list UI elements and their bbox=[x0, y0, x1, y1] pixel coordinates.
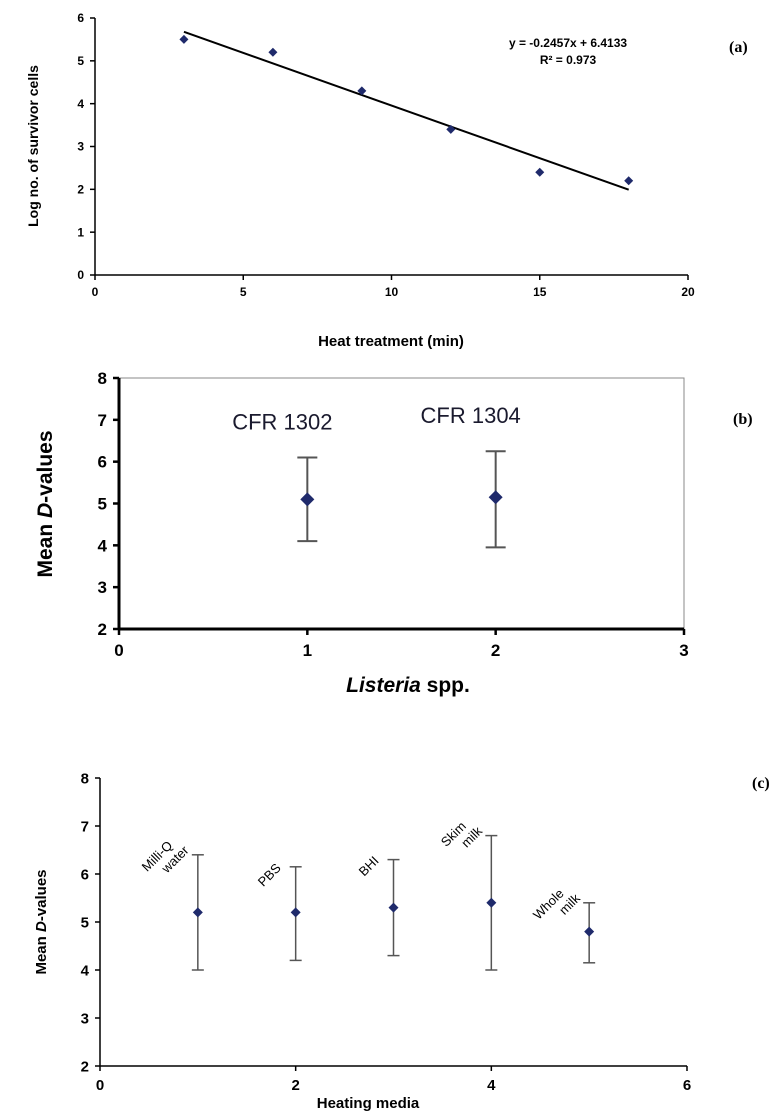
panel-b-ylabel-post: -values bbox=[34, 430, 57, 502]
b-xtick-label: 2 bbox=[491, 641, 500, 660]
c-ytick-label: 8 bbox=[81, 770, 89, 787]
panel-b-data-point bbox=[488, 490, 503, 505]
c-ytick-label: 2 bbox=[81, 1058, 89, 1075]
a-ytick-label: 4 bbox=[77, 97, 84, 111]
panel-c-ylabel-post: -values bbox=[33, 869, 50, 921]
c-ytick-label: 6 bbox=[81, 866, 89, 883]
a-xtick-label: 5 bbox=[240, 285, 247, 299]
a-ytick-label: 3 bbox=[77, 140, 84, 154]
b-ytick-label: 3 bbox=[98, 578, 107, 597]
panel-b: 2 3 4 5 6 7 8 0 1 2 3 CFR 1302 CFR 1304 (b) Lister… bbox=[34, 369, 753, 697]
b-xtick-label: 1 bbox=[303, 641, 312, 660]
panel-c-point-label: Milli-Qwater bbox=[139, 832, 192, 885]
panel-a-data-point bbox=[357, 86, 367, 96]
panel-c-ylabel-pre: Mean bbox=[33, 932, 50, 975]
panel-c-point-label: Wholemilk bbox=[530, 880, 583, 933]
a-xtick-label: 15 bbox=[533, 285, 547, 299]
c-xtick-label: 0 bbox=[96, 1077, 104, 1094]
a-ytick-label: 1 bbox=[77, 225, 84, 239]
b-ytick-label: 5 bbox=[98, 494, 107, 513]
panel-c-label: (c) bbox=[752, 775, 770, 792]
panel-c-point-label: PBS bbox=[255, 860, 284, 889]
a-ytick-label: 0 bbox=[77, 268, 84, 282]
c-ytick-label: 3 bbox=[81, 1010, 89, 1027]
panel-c-data-point bbox=[486, 897, 497, 908]
panel-c-data-point bbox=[192, 907, 203, 918]
panel-b-data-point bbox=[300, 492, 315, 507]
panel-b-ylabel-pre: Mean bbox=[34, 518, 57, 578]
a-ytick-label: 5 bbox=[77, 54, 84, 68]
panel-c-data-point bbox=[388, 902, 399, 913]
panel-b-xlabel-rest: spp. bbox=[421, 674, 470, 697]
panel-a-ylabel: Log no. of survivor cells bbox=[25, 65, 41, 227]
panel-c-xlabel: Heating media bbox=[317, 1095, 420, 1112]
panel-c-data-point bbox=[290, 907, 301, 918]
panel-a-data-point bbox=[535, 167, 545, 177]
a-ytick-label: 2 bbox=[77, 183, 84, 197]
c-xtick-label: 4 bbox=[487, 1077, 496, 1094]
panel-a-data-point bbox=[268, 47, 278, 57]
b-ytick-label: 8 bbox=[98, 369, 107, 388]
panel-b-ylabel-italic: D bbox=[34, 503, 57, 518]
b-ytick-label: 6 bbox=[98, 453, 107, 472]
panel-a-data-point bbox=[179, 34, 189, 44]
panel-c-point-label-line: PBS bbox=[255, 860, 284, 889]
panel-b-point-label: CFR 1304 bbox=[421, 403, 521, 428]
panel-b-xlabel: Listeria spp. bbox=[346, 674, 470, 697]
a-xtick-label: 10 bbox=[385, 285, 399, 299]
c-ytick-label: 4 bbox=[81, 962, 90, 979]
b-xtick-label: 3 bbox=[679, 641, 688, 660]
b-ytick-label: 4 bbox=[98, 536, 108, 555]
b-ytick-label: 7 bbox=[98, 411, 107, 430]
panel-a-xlabel: Heat treatment (min) bbox=[318, 333, 464, 350]
panel-a-r-squared: R² = 0.973 bbox=[540, 53, 597, 67]
panel-c-point-label-line: BHI bbox=[356, 853, 382, 879]
panel-c-ylabel-italic: D bbox=[33, 921, 50, 932]
panel-c-data-point bbox=[584, 926, 595, 937]
b-xtick-label: 0 bbox=[114, 641, 123, 660]
c-xtick-label: 2 bbox=[291, 1077, 299, 1094]
panel-b-xlabel-italic: Listeria bbox=[346, 674, 421, 697]
a-ytick-label: 6 bbox=[77, 11, 84, 25]
panel-a-trendline bbox=[183, 30, 630, 191]
panel-c-point-label: Skimmilk bbox=[438, 813, 486, 861]
panel-a-data-point bbox=[624, 176, 634, 186]
c-ytick-label: 7 bbox=[81, 818, 89, 835]
panel-c-ylabel: Mean D-values bbox=[33, 869, 50, 974]
panel-b-plot-frame bbox=[118, 377, 685, 630]
panel-c-point-label: BHI bbox=[356, 853, 382, 879]
a-xtick-label: 20 bbox=[681, 285, 695, 299]
c-xtick-label: 6 bbox=[683, 1077, 691, 1094]
panel-b-point-label: CFR 1302 bbox=[232, 409, 332, 434]
panel-b-ylabel: Mean D-values bbox=[34, 430, 57, 577]
a-xtick-label: 0 bbox=[92, 285, 99, 299]
b-ytick-label: 2 bbox=[98, 620, 107, 639]
panel-a-data-point bbox=[446, 124, 456, 134]
panel-b-label: (b) bbox=[733, 411, 753, 428]
panel-a: 0 1 2 3 4 5 6 0 5 10 15 20 y = -0.2457x + 6.4133 R… bbox=[25, 11, 748, 350]
panel-a-equation: y = -0.2457x + 6.4133 bbox=[509, 36, 627, 50]
panel-a-label: (a) bbox=[729, 39, 748, 56]
c-ytick-label: 5 bbox=[81, 914, 89, 931]
